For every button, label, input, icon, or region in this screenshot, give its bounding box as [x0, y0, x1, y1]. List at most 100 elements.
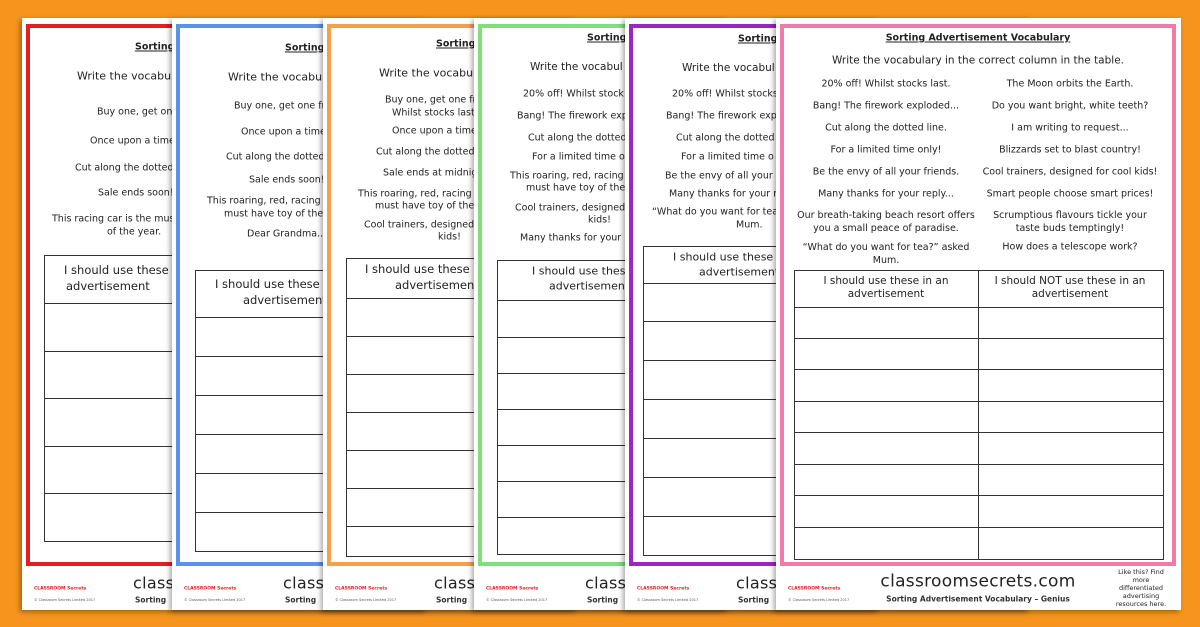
vocabulary-item: Sale ends at midnig — [383, 167, 478, 179]
vocabulary-item: Do you want bright, white teeth? — [991, 100, 1149, 112]
vocabulary-item: Cut along the dotted line. — [825, 122, 947, 134]
vocabulary-item: “What do you want for tea?” asked Mum. — [802, 242, 970, 266]
vocabulary-item: 20% off! Whilst stock — [523, 88, 624, 100]
table-column-line — [978, 271, 979, 559]
vocabulary-item: For a limited time o — [681, 151, 774, 163]
table-header: I should use these — [215, 277, 320, 291]
table-row-line — [795, 527, 1163, 528]
vocabulary-item: Mum. — [736, 219, 763, 231]
vocabulary-item: Many thanks for your r — [669, 188, 778, 200]
copyright: © Classroom Secrets Limited 2017 — [637, 598, 699, 602]
sheet-border — [780, 24, 1176, 566]
footer-title: Sorting — [587, 595, 619, 605]
vocabulary-item: kids! — [438, 231, 461, 243]
table-header: I should use these — [64, 263, 169, 277]
vocabulary-item: How does a telescope work? — [1002, 241, 1138, 253]
vocabulary-item: Many thanks for your reply... — [818, 188, 954, 200]
footer-title: Sorting — [135, 595, 167, 605]
vocabulary-item: Once upon a time — [241, 126, 326, 138]
vocabulary-item: must have toy of the — [224, 208, 324, 220]
table-row-line — [795, 338, 1163, 339]
vocabulary-item: Cut along the dotted — [226, 151, 325, 163]
sheet-title: Sorting — [436, 38, 476, 50]
vocabulary-item: 20% off! Whilst stocks last. — [821, 78, 951, 90]
vocabulary-item: “What do you want for tea — [652, 206, 779, 218]
table-header: advertisement — [243, 293, 327, 307]
footer-title: Sorting Advertisement Vocabulary – Geniu… — [886, 594, 1070, 604]
instruction: Write the vocabul — [228, 70, 326, 84]
vocabulary-item: Buy one, get one fr — [385, 94, 477, 106]
vocabulary-item: must have toy of the — [375, 200, 475, 212]
table-header: I should use these — [532, 264, 633, 278]
vocabulary-item: Cool trainers, designed — [515, 202, 626, 214]
vocabulary-item: This roaring, red, racing — [358, 188, 472, 200]
vocabulary-item: Dear Grandma... — [247, 228, 327, 240]
vocabulary-item: This racing car is the mus — [52, 213, 175, 225]
vocabulary-item: Buy one, get one fr — [234, 100, 326, 112]
vocabulary-item: Bang! The firework exp — [666, 110, 777, 122]
sheet-title: Sorting Advertisement Vocabulary — [885, 32, 1071, 44]
vocabulary-item: of the year. — [107, 226, 162, 238]
side-note: Like this? Find more differentiated adve… — [1115, 568, 1167, 608]
vocabulary-item: This roaring, red, racing — [207, 195, 321, 207]
sheet-title: Sorting — [135, 41, 175, 53]
vocabulary-item: Once upon a time — [392, 125, 477, 137]
vocabulary-item: Cool trainers, designed for cool kids! — [982, 166, 1158, 178]
vocabulary-item: Scrumptious flavours tickle your taste b… — [993, 210, 1147, 234]
vocabulary-item: Once upon a time — [90, 135, 175, 147]
table-header: I should NOT use these in an advertiseme… — [994, 275, 1146, 300]
logo: CLASSROOM Secrets — [788, 586, 841, 592]
answer-table — [794, 270, 1164, 560]
copyright: © Classroom Secrets Limited 2017 — [184, 598, 246, 602]
table-row-line — [795, 307, 1163, 308]
vocabulary-item: Blizzards set to blast country! — [999, 144, 1141, 156]
vocabulary-item: Cut along the dotted — [75, 162, 174, 174]
table-header: I should use these — [365, 262, 470, 276]
table-row-line — [795, 495, 1163, 496]
table-row-line — [795, 401, 1163, 402]
vocabulary-item: Cool trainers, designed — [364, 219, 475, 231]
vocabulary-item: Bang! The firework exploded... — [812, 100, 960, 112]
copyright: © Classroom Secrets Limited 2017 — [335, 598, 397, 602]
table-row-line — [795, 464, 1163, 465]
copyright: © Classroom Secrets Limited 2017 — [788, 598, 850, 602]
vocabulary-item: This roaring, red, racing — [510, 170, 624, 182]
table-header: advertisement — [395, 278, 479, 292]
table-header: advertisement — [66, 279, 150, 293]
vocabulary-item: For a limited time o — [532, 151, 625, 163]
copyright: © Classroom Secrets Limited 2017 — [486, 598, 548, 602]
logo: CLASSROOM Secrets — [637, 586, 690, 592]
table-row-line — [795, 432, 1163, 433]
table-header: I should use these in an advertisement — [823, 275, 949, 300]
vocabulary-item: Cut along the dotted — [376, 146, 475, 158]
vocabulary-item: Sale ends soon! — [249, 174, 325, 186]
logo: CLASSROOM Secrets — [34, 586, 87, 592]
vocabulary-item: Cut along the dotted — [528, 132, 627, 144]
logo: CLASSROOM Secrets — [335, 586, 388, 592]
instruction: Write the vocabul — [530, 61, 623, 73]
footer-title: Sorting — [285, 595, 317, 605]
vocabulary-item: Whilst stocks last — [392, 107, 475, 119]
sheet-title: Sorting — [738, 33, 778, 45]
instruction: Write the vocabul — [682, 62, 775, 74]
vocabulary-item: The Moon orbits the Earth. — [1006, 78, 1134, 90]
instruction: Write the vocabul — [379, 66, 477, 80]
footer-brand: classroomsecrets.com — [880, 571, 1076, 592]
vocabulary-item: Be the envy of all your friends. — [812, 166, 960, 178]
table-row-line — [795, 369, 1163, 370]
vocabulary-item: Sale ends soon! — [98, 187, 174, 199]
instruction: Write the vocabul — [77, 69, 175, 83]
vocabulary-item: Our breath-taking beach resort offers yo… — [797, 210, 975, 234]
sheet-title: Sorting — [587, 32, 627, 44]
vocabulary-item: 20% off! Whilst stocks — [672, 88, 778, 100]
table-header: advertisement — [699, 265, 780, 279]
vocabulary-item: For a limited time only! — [830, 144, 942, 156]
vocabulary-item: I am writing to request... — [1011, 122, 1129, 134]
copyright: © Classroom Secrets Limited 2017 — [34, 598, 96, 602]
footer-title: Sorting — [738, 595, 770, 605]
logo: CLASSROOM Secrets — [486, 586, 539, 592]
vocabulary-item: Be the envy of all your — [665, 170, 773, 182]
worksheet: Sorting Advertisement Vocabulary Write th… — [776, 18, 1181, 610]
vocabulary-item: Buy one, get one fr — [97, 106, 189, 118]
